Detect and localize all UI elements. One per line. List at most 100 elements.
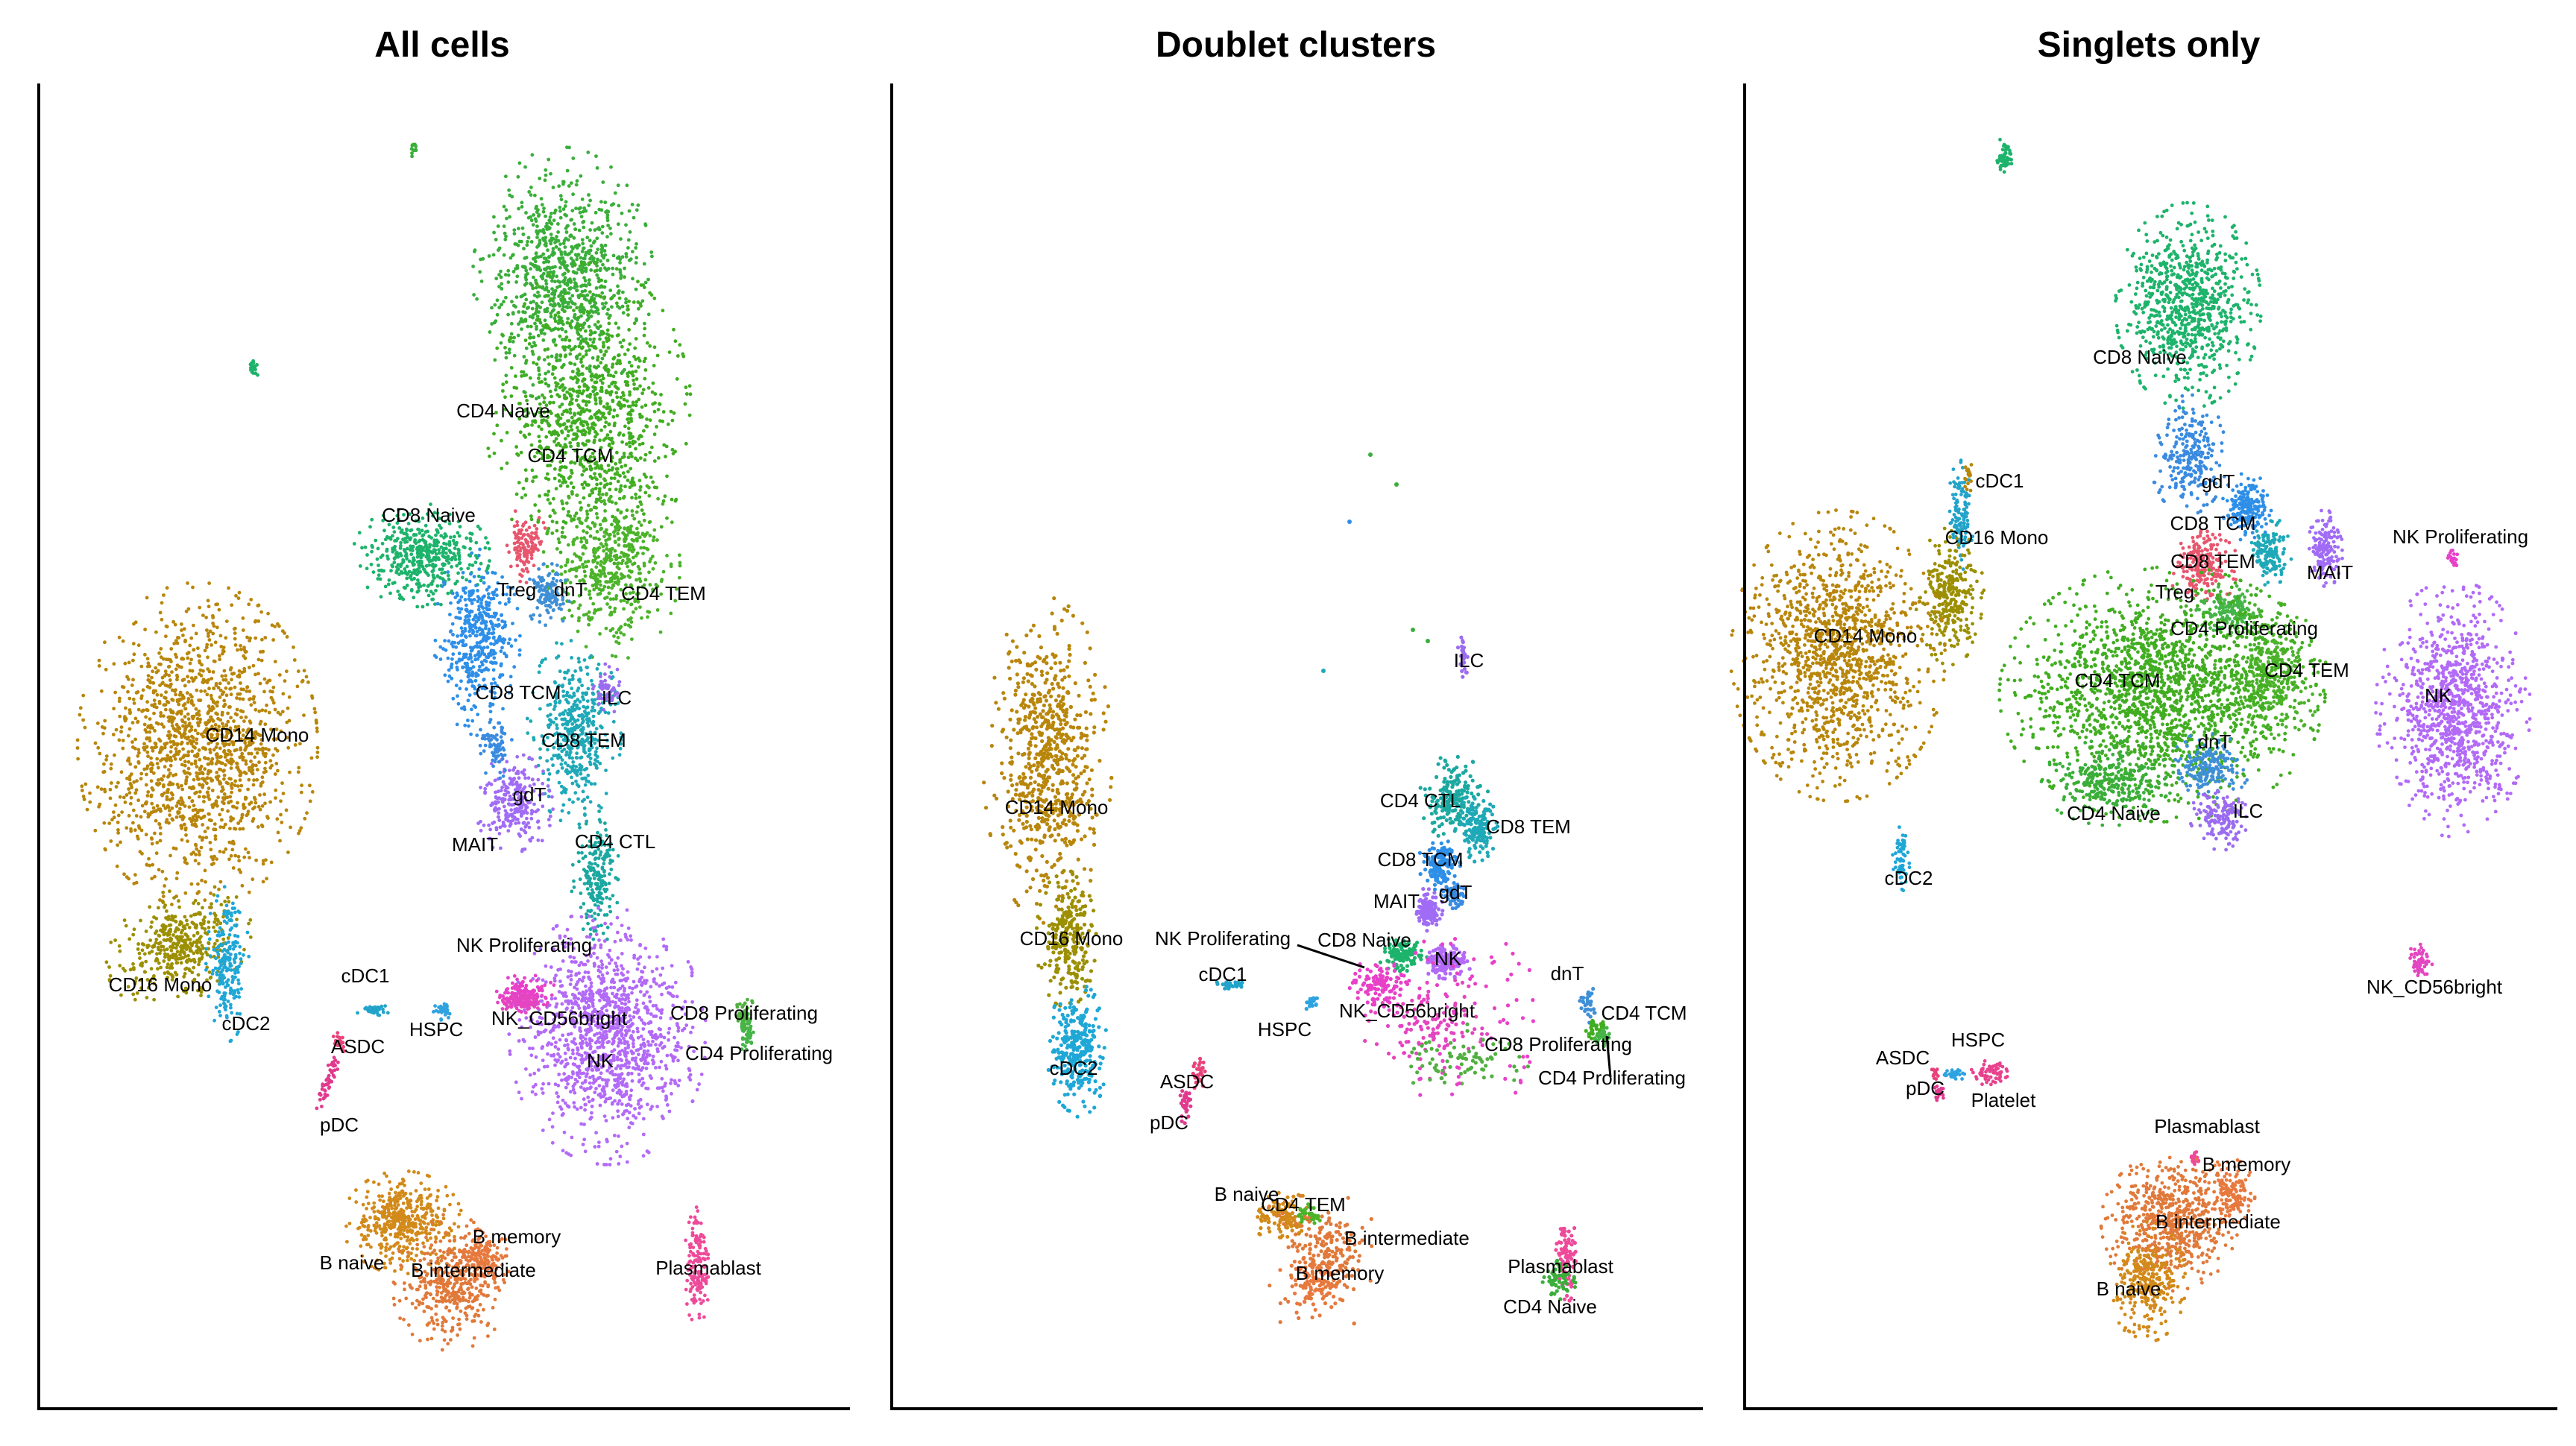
- cell-point: [625, 183, 629, 188]
- cell-point: [575, 751, 579, 756]
- cell-point: [557, 540, 561, 545]
- cell-point: [625, 561, 629, 565]
- cell-point: [114, 727, 119, 732]
- cell-point: [537, 435, 541, 439]
- cell-point: [614, 385, 619, 390]
- cell-point: [443, 532, 447, 536]
- cell-point: [541, 328, 545, 332]
- cell-point: [573, 227, 577, 231]
- cell-point: [576, 657, 581, 660]
- cell-point: [636, 300, 640, 304]
- cell-point: [450, 622, 455, 626]
- cell-point: [601, 262, 605, 267]
- cell-point: [517, 206, 520, 211]
- cell-point: [501, 382, 506, 387]
- cell-point: [619, 274, 623, 277]
- cell-point: [582, 428, 586, 432]
- cell-point: [520, 770, 524, 774]
- cell-point: [519, 450, 523, 455]
- cell-point: [648, 291, 652, 295]
- cell-point: [537, 368, 541, 373]
- cell-point: [544, 168, 548, 172]
- cell-point: [603, 280, 608, 283]
- cell-point: [585, 538, 588, 543]
- cell-point: [569, 481, 573, 485]
- cell-point: [576, 332, 581, 336]
- cell-point: [575, 377, 579, 382]
- cell-point: [634, 256, 639, 260]
- cell-point: [603, 266, 607, 271]
- cell-point: [516, 769, 520, 774]
- cell-point: [561, 280, 565, 284]
- cell-point: [575, 284, 579, 288]
- cell-point: [593, 578, 598, 582]
- cell-point: [553, 313, 558, 318]
- cell-point: [420, 528, 424, 533]
- cell-point: [527, 525, 532, 530]
- cell-point: [394, 538, 398, 543]
- cell-point: [561, 301, 565, 306]
- cell-point: [569, 376, 573, 379]
- cell-point: [530, 344, 534, 349]
- cell-point: [488, 330, 492, 334]
- cell-point: [476, 650, 481, 654]
- cell-point: [604, 538, 608, 543]
- cell-point: [658, 630, 663, 634]
- cell-point: [80, 789, 84, 792]
- cell-point: [534, 206, 538, 210]
- cell-point: [507, 550, 511, 555]
- cell-point: [628, 546, 632, 551]
- cell-point: [605, 925, 610, 929]
- cell-point: [496, 815, 500, 819]
- cell-point: [653, 561, 658, 565]
- cell-point: [551, 247, 555, 250]
- cell-point: [527, 756, 532, 760]
- cell-point: [634, 317, 638, 321]
- cell-point: [470, 670, 474, 675]
- cell-point: [125, 793, 129, 797]
- cell-point: [365, 566, 369, 571]
- cell-point: [563, 709, 567, 713]
- cell-point: [585, 564, 589, 569]
- cell-point: [244, 847, 248, 851]
- cell-point: [379, 595, 383, 599]
- cell-point: [566, 419, 570, 423]
- cell-point: [595, 166, 599, 170]
- cell-point: [443, 570, 447, 575]
- cell-point: [582, 399, 585, 403]
- cell-point: [598, 592, 602, 596]
- cell-point: [437, 551, 441, 555]
- cell-point: [598, 438, 602, 443]
- cell-point: [508, 256, 513, 260]
- cell-point: [587, 324, 591, 329]
- cell-point: [586, 754, 591, 758]
- cell-point: [470, 563, 475, 567]
- cell-point: [562, 260, 567, 265]
- cell-point: [609, 165, 613, 169]
- cell-point: [241, 697, 245, 701]
- cell-point: [629, 452, 632, 456]
- cell-point: [538, 285, 541, 289]
- cell-point: [564, 291, 568, 295]
- cell-point: [602, 869, 606, 873]
- cell-point: [544, 268, 548, 272]
- cell-point: [609, 297, 613, 301]
- cell-point: [287, 695, 292, 699]
- cell-point: [590, 378, 593, 382]
- cell-point: [586, 921, 590, 926]
- cell-point: [687, 413, 692, 417]
- cell-point: [637, 443, 642, 446]
- cell-point: [523, 830, 528, 835]
- cell-point: [497, 622, 501, 627]
- cell-point: [614, 391, 619, 395]
- cell-point: [453, 640, 457, 645]
- cell-point: [551, 273, 555, 277]
- cell-point: [588, 228, 592, 232]
- cell-point: [575, 327, 579, 332]
- cell-point: [627, 441, 632, 445]
- cell-point: [580, 269, 584, 274]
- cell-point: [629, 524, 633, 528]
- cell-point: [491, 651, 496, 656]
- cell-point: [559, 784, 564, 789]
- cell-point: [297, 765, 301, 770]
